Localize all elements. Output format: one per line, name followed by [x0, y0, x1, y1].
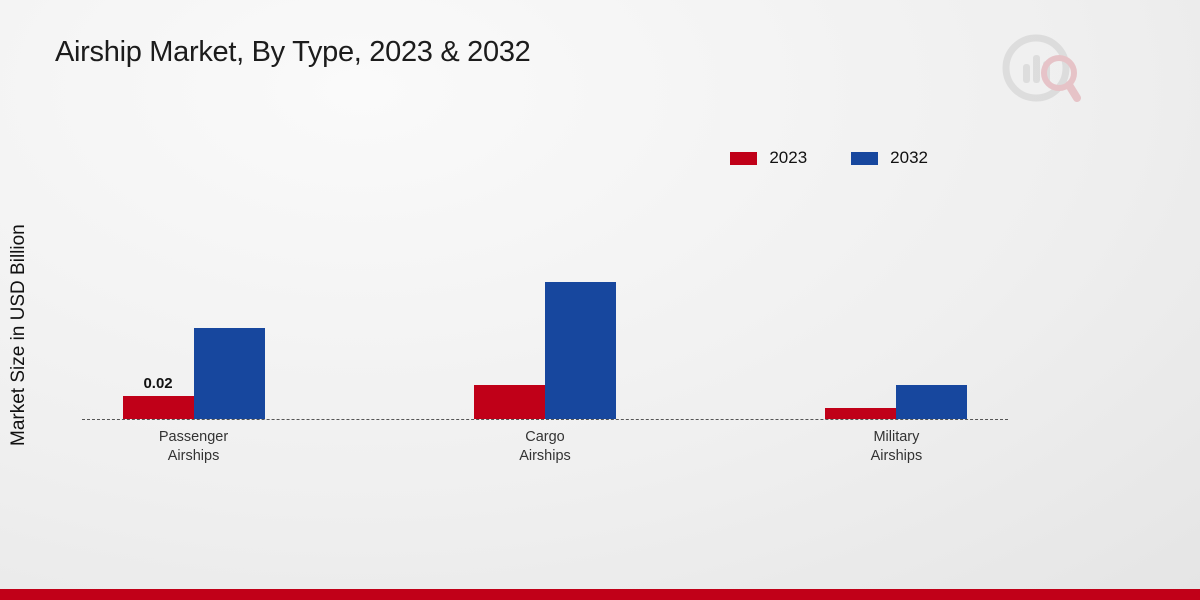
category-label-passenger-airships: Passenger Airships: [158, 429, 229, 464]
legend-swatch-2023: [730, 151, 758, 165]
category-label-military-airships: Military Airships: [870, 429, 923, 464]
legend-label-2032: 2032: [890, 148, 928, 167]
x-axis-baseline: [82, 419, 1008, 420]
data-label-0.02: 0.02: [143, 375, 173, 393]
bar-2032-cargo-airships: [545, 281, 616, 419]
brand-logo-icon: [1002, 34, 1081, 102]
bar-2023-military-airships: [825, 407, 897, 419]
chart-title: Airship Market, By Type, 2023 & 2032: [55, 36, 531, 68]
legend-item-2023: 2023: [730, 148, 807, 168]
category-label-cargo-airships: Cargo Airships: [519, 429, 571, 464]
legend: 2023 2032: [730, 148, 928, 168]
bar-2032-passenger-airships: [193, 327, 265, 419]
footer-bar: [0, 589, 1200, 600]
legend-swatch-2032: [851, 151, 879, 165]
legend-item-2032: 2032: [851, 148, 928, 168]
bar-2023-cargo-airships: [474, 384, 545, 419]
bar-2032-military-airships: [896, 384, 968, 419]
y-axis-label: Market Size in USD Billion: [8, 224, 29, 446]
bar-2023-passenger-airships: [122, 396, 194, 419]
legend-label-2023: 2023: [769, 148, 808, 167]
plot-area: Passenger Airships Cargo Airships Military…: [82, 259, 1008, 464]
